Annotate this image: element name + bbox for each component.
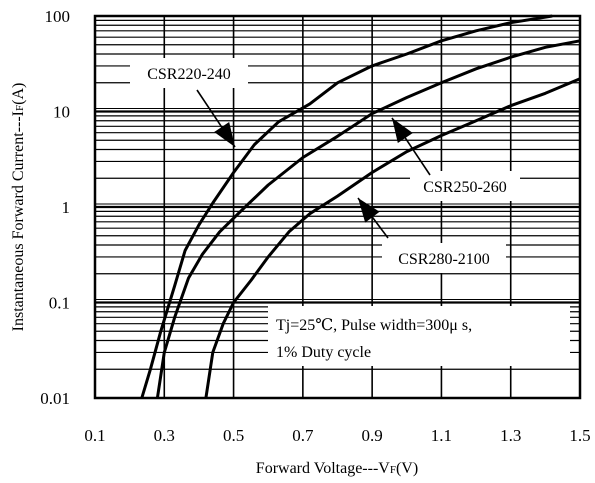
series-label-box <box>130 58 248 88</box>
y-tick-label: 0.1 <box>49 294 70 313</box>
y-tick-label: 100 <box>45 7 71 26</box>
series-line <box>155 39 581 399</box>
x-tick-label: 0.3 <box>154 426 175 445</box>
arrow-head <box>392 118 413 143</box>
x-tick-label: 1.5 <box>569 426 590 445</box>
series-label: CSR280-2100 <box>398 251 490 268</box>
y-tick-label: 0.01 <box>40 389 70 408</box>
series-layer <box>140 14 581 399</box>
note-box <box>268 306 570 366</box>
arrow-head <box>358 198 380 223</box>
y-tick-label: 1 <box>62 198 71 217</box>
series-line <box>204 77 581 399</box>
x-tick-label: 1.1 <box>431 426 452 445</box>
x-tick-label: 0.5 <box>223 426 244 445</box>
series-label: CSR220-240 <box>147 66 231 83</box>
x-tick-label: 0.9 <box>362 426 383 445</box>
x-tick-label: 0.1 <box>84 426 105 445</box>
tick-labels: 0.1 0.3 0.5 0.7 0.9 1.1 1.3 1.5 0.01 0.1 1 10 100 <box>40 7 590 445</box>
y-axis-label: Instantaneous Forward Current---IF(A) <box>10 83 27 332</box>
label-boxes: CSR220-240 CSR250-260 CSR280-2100 <box>130 58 520 273</box>
series-label-box <box>410 171 520 201</box>
series-label: CSR250-260 <box>423 179 507 196</box>
series-label-box <box>382 243 506 273</box>
note-line-1: Tj=25℃, Pulse width=300μ s, <box>276 317 472 334</box>
note-line-2: 1% Duty cycle <box>276 344 371 361</box>
x-tick-label: 0.7 <box>292 426 314 445</box>
arrow-head <box>214 122 235 147</box>
x-axis-label: Forward Voltage---VF(V) <box>256 460 418 477</box>
series-line <box>140 14 553 399</box>
x-tick-label: 1.3 <box>500 426 521 445</box>
plot-frame <box>93 14 582 400</box>
y-tick-label: 10 <box>53 103 70 122</box>
arrows <box>196 89 431 239</box>
